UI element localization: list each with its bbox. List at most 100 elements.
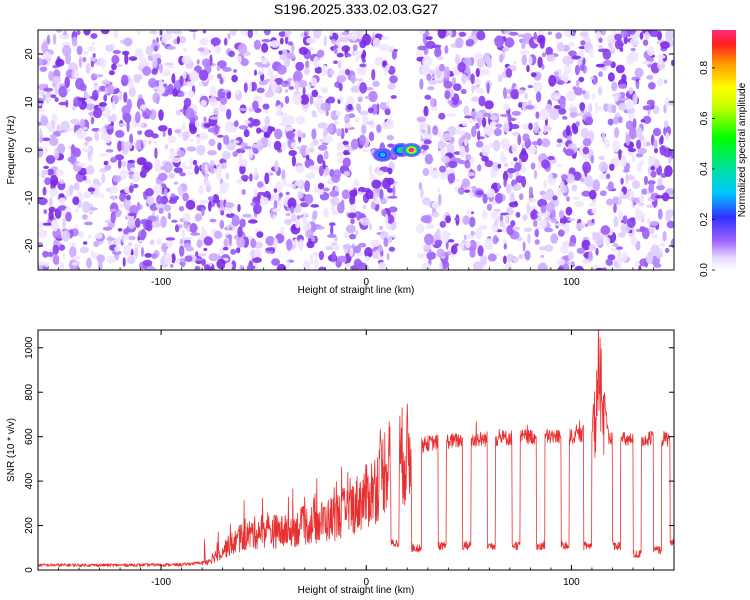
spectrogram-speckle (151, 220, 162, 228)
spectrogram-speckle (152, 39, 156, 44)
spectrogram-speckle (418, 182, 423, 190)
spectrogram-speckle (253, 167, 258, 178)
spectrogram-speckle (208, 74, 214, 81)
spectrogram-speckle (184, 107, 195, 120)
spectrogram-peaks (372, 143, 422, 162)
spectrogram-speckle (72, 196, 80, 205)
spectrogram-speckle (638, 134, 645, 142)
spectrogram-speckle (101, 80, 111, 85)
spectrogram-speckle (51, 221, 57, 227)
spectrogram-speckle (196, 257, 204, 262)
spectrogram-speckle (454, 129, 464, 135)
spectrogram-speckle (78, 56, 82, 68)
spectrogram-speckle (539, 108, 549, 121)
spectrogram-speckle (248, 81, 252, 94)
spectrogram-speckle (557, 80, 565, 85)
spectrogram-speckle (533, 121, 540, 134)
spectrogram-speckle (426, 251, 437, 260)
spectrogram-speckle (220, 210, 225, 216)
spectrogram-speckle (502, 123, 510, 133)
spectrogram-speckle (317, 182, 325, 190)
spectrogram-speckle (613, 94, 619, 102)
spectrogram-speckle (121, 105, 131, 116)
spectrogram-speckle (88, 207, 98, 211)
spectrogram-speckle (71, 184, 80, 191)
spectrogram-speckle (152, 92, 161, 104)
spectrogram-speckle (291, 155, 296, 167)
spectrogram-speckle (621, 251, 628, 262)
spectrogram-speckle (184, 166, 193, 170)
spectrogram-speckle (364, 247, 373, 258)
spectrogram-speckle (345, 53, 352, 57)
spectrogram-speckle (495, 192, 503, 204)
spectrogram-speckle (566, 90, 576, 102)
spectrogram-speckle (128, 171, 135, 176)
spectrogram-speckle (156, 85, 166, 95)
spectrogram-speckle (226, 225, 230, 230)
spectrogram-speckle (603, 59, 613, 66)
spectrogram-speckle (106, 84, 115, 95)
spectrogram-speckle (364, 95, 371, 100)
spectrogram-speckle (190, 232, 201, 236)
spectrogram-speckle (238, 125, 249, 130)
spectrogram-speckle (94, 74, 104, 78)
spectrogram-speckle (314, 66, 323, 74)
spectrogram-speckle (617, 210, 624, 221)
spectrogram-speckle (267, 140, 272, 149)
spectrogram-speckle (626, 217, 636, 228)
spectrogram-speckle (629, 37, 639, 47)
spectrogram-speckle (291, 43, 295, 54)
spectrogram-speckle (518, 253, 524, 260)
spectrogram-speckle (584, 175, 594, 187)
spectrogram-speckle (148, 77, 158, 88)
spectrogram-speckle (91, 41, 96, 46)
spectrogram-speckle (65, 99, 69, 108)
spectrogram-speckle (278, 50, 283, 55)
spectrogram-speckle (582, 138, 592, 147)
spectrogram-speckle (663, 120, 669, 128)
spectrogram-speckle (158, 125, 168, 132)
spectrogram-speckle (510, 117, 516, 122)
spectrogram-speckle (557, 229, 565, 237)
spectrogram-speckle (446, 143, 455, 155)
spectrogram-speckle (562, 116, 568, 120)
spectrogram-speckle (388, 246, 396, 252)
spectrogram-speckle (502, 46, 510, 52)
spectrogram-speckle (145, 45, 154, 56)
spectrogram-speckle (100, 132, 110, 141)
spectrogram-speckle (38, 103, 42, 107)
spectrogram-speckle (85, 178, 92, 185)
spectrogram-speckle (556, 164, 562, 167)
spectrogram-speckle (647, 180, 656, 185)
spectrogram-speckle (595, 267, 604, 270)
spectrogram-speckle (111, 100, 116, 110)
spectrogram-speckle (639, 32, 644, 40)
spectrogram-speckle (264, 115, 271, 127)
spectrogram-speckle (308, 142, 315, 149)
spectrogram-speckle (614, 39, 624, 50)
spectrogram-speckle (217, 73, 222, 79)
spectrogram-speckle (575, 121, 580, 127)
spectrogram-speckle (515, 211, 521, 218)
spectrogram-speckle (41, 169, 49, 176)
spectrogram-speckle (514, 162, 521, 172)
spectrogram-speckle (386, 253, 390, 261)
spectrogram-speckle (51, 75, 61, 85)
spectrogram-speckle (504, 214, 509, 225)
spectrogram-speckle (117, 140, 123, 152)
spectrogram-speckle (226, 234, 233, 239)
spectrogram-speckle (497, 182, 501, 190)
spectrogram-speckle (226, 108, 232, 120)
spectrogram-speckle (555, 143, 563, 148)
spectrogram-speckle (196, 239, 203, 248)
spectrogram-speckle (231, 260, 237, 270)
spectrogram-speckle (567, 251, 575, 261)
spectrogram-xtick-label: 100 (563, 277, 580, 288)
spectrogram-speckle (136, 157, 147, 166)
spectrogram-speckle (237, 204, 241, 212)
spectrogram-speckle (384, 213, 389, 225)
spectrogram-speckle (309, 95, 314, 105)
spectrogram-speckle (357, 242, 367, 248)
spectrogram-speckle (156, 238, 163, 246)
spectrogram-speckle (202, 30, 207, 34)
